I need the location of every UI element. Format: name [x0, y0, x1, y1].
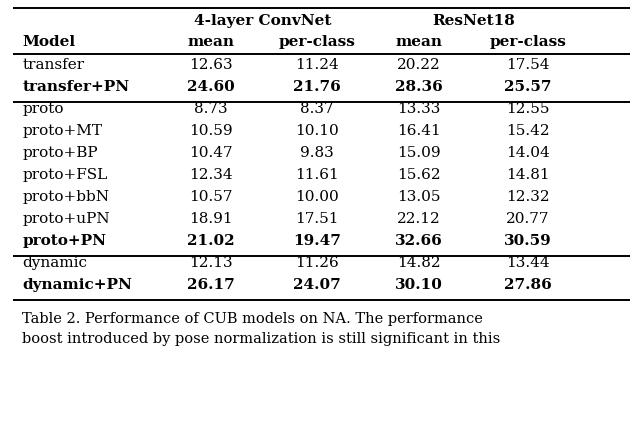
Text: 12.55: 12.55	[506, 102, 550, 116]
Text: 30.59: 30.59	[504, 234, 552, 248]
Text: Table 2. Performance of CUB models on NA. The performance: Table 2. Performance of CUB models on NA…	[22, 311, 483, 325]
Text: proto+uPN: proto+uPN	[22, 212, 110, 226]
Text: 20.77: 20.77	[506, 212, 550, 226]
Text: 28.36: 28.36	[396, 80, 443, 94]
Text: 9.83: 9.83	[300, 146, 333, 160]
Text: 11.24: 11.24	[295, 58, 339, 72]
Text: Model: Model	[22, 35, 76, 49]
Text: 11.26: 11.26	[295, 256, 339, 270]
Text: 13.05: 13.05	[397, 190, 441, 204]
Text: 12.32: 12.32	[506, 190, 550, 204]
Text: 24.07: 24.07	[293, 278, 340, 292]
Text: 26.17: 26.17	[188, 278, 235, 292]
Text: 15.42: 15.42	[506, 124, 550, 138]
Text: 8.37: 8.37	[300, 102, 333, 116]
Text: 15.09: 15.09	[397, 146, 441, 160]
Text: boost introduced by pose normalization is still significant in this: boost introduced by pose normalization i…	[22, 332, 500, 346]
Text: dynamic: dynamic	[22, 256, 88, 270]
Text: transfer: transfer	[22, 58, 84, 72]
Text: 30.10: 30.10	[396, 278, 443, 292]
Text: 21.02: 21.02	[188, 234, 235, 248]
Text: 24.60: 24.60	[188, 80, 235, 94]
Text: 17.51: 17.51	[295, 212, 339, 226]
Text: 12.13: 12.13	[189, 256, 233, 270]
Text: proto+FSL: proto+FSL	[22, 168, 108, 182]
Text: 10.59: 10.59	[189, 124, 233, 138]
Text: 14.82: 14.82	[397, 256, 441, 270]
Text: mean: mean	[396, 35, 443, 49]
Text: ResNet18: ResNet18	[432, 14, 515, 28]
Text: 14.04: 14.04	[506, 146, 550, 160]
Text: 10.57: 10.57	[189, 190, 233, 204]
Text: 10.10: 10.10	[295, 124, 339, 138]
Text: 11.61: 11.61	[295, 168, 339, 182]
Text: 4-layer ConvNet: 4-layer ConvNet	[194, 14, 331, 28]
Text: 20.22: 20.22	[397, 58, 441, 72]
Text: 10.00: 10.00	[295, 190, 339, 204]
Text: 25.57: 25.57	[504, 80, 552, 94]
Text: 22.12: 22.12	[397, 212, 441, 226]
Text: mean: mean	[188, 35, 235, 49]
Text: 16.41: 16.41	[397, 124, 441, 138]
Text: 12.34: 12.34	[189, 168, 233, 182]
Text: proto+bbN: proto+bbN	[22, 190, 109, 204]
Text: 13.33: 13.33	[397, 102, 441, 116]
Text: 8.73: 8.73	[195, 102, 228, 116]
Text: 17.54: 17.54	[506, 58, 550, 72]
Text: 21.76: 21.76	[293, 80, 340, 94]
Text: proto: proto	[22, 102, 64, 116]
Text: 19.47: 19.47	[293, 234, 340, 248]
Text: 10.47: 10.47	[189, 146, 233, 160]
Text: 12.63: 12.63	[189, 58, 233, 72]
Text: proto+PN: proto+PN	[22, 234, 106, 248]
Text: per-class: per-class	[490, 35, 566, 49]
Text: 32.66: 32.66	[396, 234, 443, 248]
Text: proto+BP: proto+BP	[22, 146, 98, 160]
Text: 13.44: 13.44	[506, 256, 550, 270]
Text: dynamic+PN: dynamic+PN	[22, 278, 132, 292]
Text: transfer+PN: transfer+PN	[22, 80, 129, 94]
Text: per-class: per-class	[278, 35, 355, 49]
Text: 27.86: 27.86	[504, 278, 552, 292]
Text: 18.91: 18.91	[189, 212, 233, 226]
Text: 14.81: 14.81	[506, 168, 550, 182]
Text: 15.62: 15.62	[397, 168, 441, 182]
Text: proto+MT: proto+MT	[22, 124, 102, 138]
